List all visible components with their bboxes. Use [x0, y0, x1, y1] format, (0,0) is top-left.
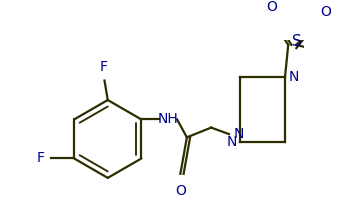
- Text: S: S: [292, 34, 302, 49]
- Text: N: N: [227, 135, 237, 149]
- Text: N: N: [288, 70, 299, 84]
- Text: O: O: [267, 0, 278, 14]
- Text: F: F: [37, 151, 45, 165]
- Text: NH: NH: [158, 113, 178, 127]
- Text: O: O: [175, 184, 186, 198]
- Text: O: O: [321, 5, 331, 19]
- Text: F: F: [100, 60, 108, 74]
- Text: N: N: [234, 127, 244, 141]
